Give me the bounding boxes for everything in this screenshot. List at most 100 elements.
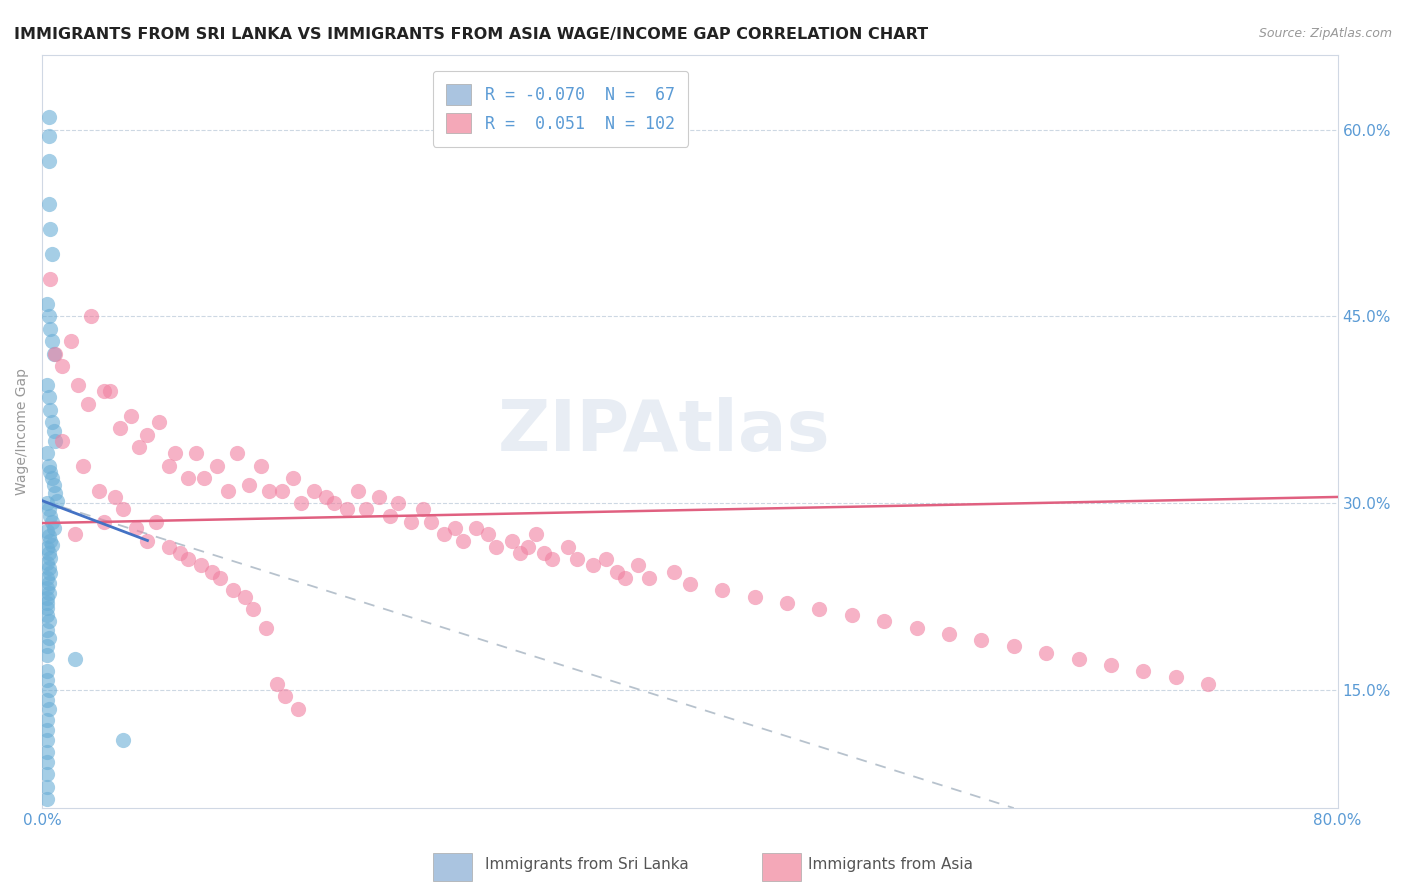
Point: [35, 623, 58, 637]
Point: [193, 471, 215, 485]
Point: [38, 586, 60, 600]
Point: [606, 565, 628, 579]
Point: [35, 596, 58, 610]
Point: [217, 483, 239, 498]
Point: [35, 556, 58, 570]
Point: [315, 490, 337, 504]
Point: [38, 197, 60, 211]
Point: [524, 527, 547, 541]
Point: [51, 359, 73, 374]
Point: [35, 732, 58, 747]
Point: [776, 596, 799, 610]
Point: [184, 446, 207, 460]
Point: [322, 496, 344, 510]
Point: [938, 627, 960, 641]
Point: [39, 222, 62, 236]
Point: [51, 434, 73, 448]
Point: [41, 334, 63, 349]
Point: [39, 322, 62, 336]
Point: [249, 458, 271, 473]
Text: Immigrants from Sri Lanka: Immigrants from Sri Lanka: [485, 857, 689, 872]
Point: [87, 483, 110, 498]
Point: [35, 640, 58, 654]
Point: [190, 558, 212, 573]
Point: [354, 502, 377, 516]
Point: [401, 515, 423, 529]
Point: [45, 493, 67, 508]
Point: [128, 440, 150, 454]
Point: [39, 272, 62, 286]
Point: [112, 732, 135, 747]
Point: [35, 767, 58, 781]
Point: [225, 446, 247, 460]
Point: [627, 558, 650, 573]
Point: [380, 508, 402, 523]
Point: [477, 527, 499, 541]
Point: [1099, 657, 1122, 672]
Point: [582, 558, 605, 573]
Point: [38, 631, 60, 645]
Point: [1164, 670, 1187, 684]
Point: [39, 508, 62, 523]
Point: [201, 565, 224, 579]
Text: Source: ZipAtlas.com: Source: ZipAtlas.com: [1258, 27, 1392, 40]
Point: [157, 458, 180, 473]
Point: [444, 521, 467, 535]
Point: [209, 571, 232, 585]
Point: [270, 483, 292, 498]
Point: [35, 378, 58, 392]
Point: [517, 540, 540, 554]
Point: [412, 502, 434, 516]
Point: [35, 792, 58, 806]
Point: [38, 575, 60, 590]
Point: [233, 590, 256, 604]
Point: [39, 465, 62, 479]
Point: [38, 528, 60, 542]
Point: [35, 755, 58, 769]
Point: [42, 521, 65, 535]
Point: [38, 502, 60, 516]
Point: [38, 458, 60, 473]
Point: [38, 701, 60, 715]
Point: [38, 310, 60, 324]
Point: [484, 540, 506, 554]
Point: [266, 676, 288, 690]
Point: [63, 527, 86, 541]
Point: [38, 561, 60, 575]
Point: [108, 421, 131, 435]
Point: [565, 552, 588, 566]
Point: [1197, 676, 1219, 690]
Point: [35, 496, 58, 510]
Point: [257, 483, 280, 498]
Point: [42, 424, 65, 438]
Point: [35, 713, 58, 727]
Point: [112, 502, 135, 516]
Point: [1002, 640, 1025, 654]
Point: [35, 664, 58, 678]
Point: [290, 496, 312, 510]
Point: [39, 402, 62, 417]
Point: [120, 409, 142, 423]
Point: [35, 648, 58, 662]
Point: [238, 477, 260, 491]
Point: [387, 496, 409, 510]
Point: [873, 615, 896, 629]
Point: [35, 524, 58, 538]
Point: [35, 600, 58, 615]
Point: [35, 673, 58, 687]
Point: [35, 541, 58, 555]
Point: [274, 689, 297, 703]
Point: [38, 546, 60, 560]
Y-axis label: Wage/Income Gap: Wage/Income Gap: [15, 368, 30, 495]
Point: [808, 602, 831, 616]
Point: [136, 427, 159, 442]
Point: [1035, 646, 1057, 660]
Point: [465, 521, 488, 535]
Point: [136, 533, 159, 548]
Point: [177, 552, 200, 566]
Point: [451, 533, 474, 548]
Point: [38, 153, 60, 168]
Point: [970, 633, 993, 648]
Point: [42, 347, 65, 361]
Text: ZIPAtlas: ZIPAtlas: [498, 397, 831, 467]
